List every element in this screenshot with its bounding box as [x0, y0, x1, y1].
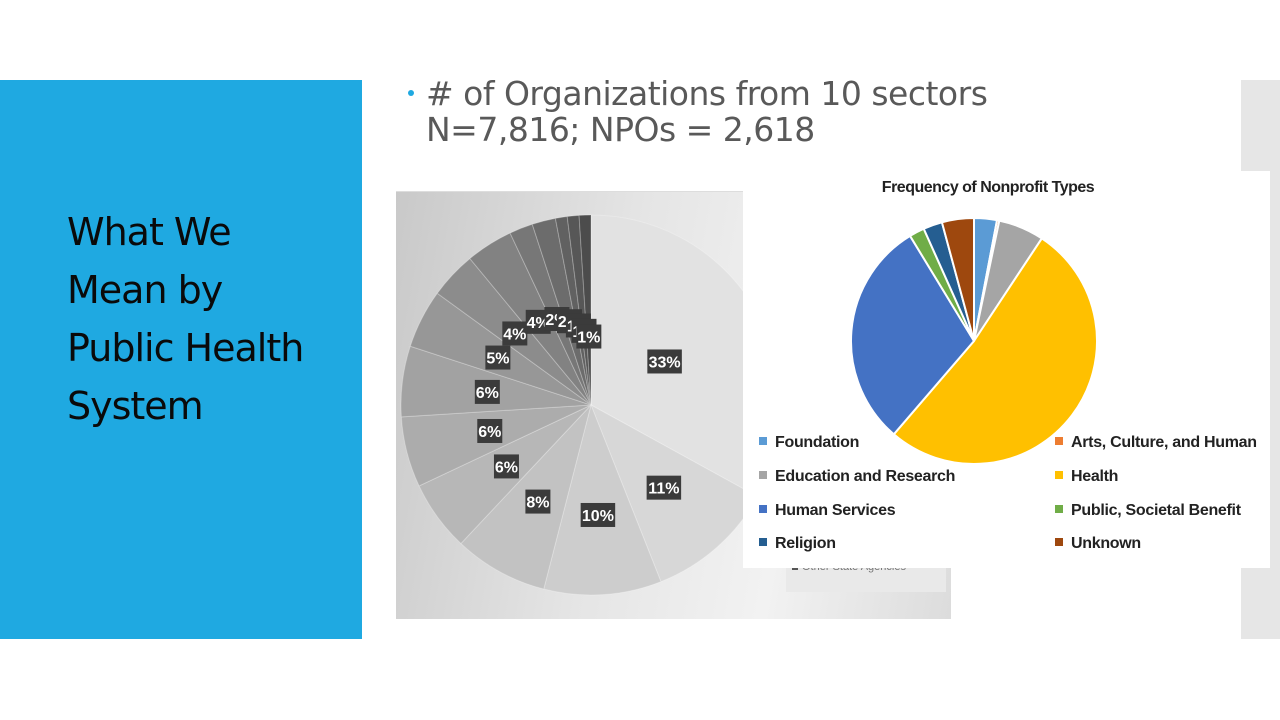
svg-text:6%: 6% [476, 385, 499, 402]
title-panel [0, 80, 362, 639]
legend-swatch-icon [1055, 538, 1063, 546]
legend-swatch-icon [759, 538, 767, 546]
legend-swatch-icon [759, 471, 767, 479]
title-line: What We [67, 210, 232, 254]
slide-title: What We Mean by Public Health System [67, 203, 357, 435]
legend-item-health: Health [1055, 468, 1118, 486]
nonprofit-pie-svg [850, 216, 1098, 465]
svg-text:33%: 33% [649, 354, 681, 371]
bullet-text: # of Organizations from 10 sectors N=7,8… [408, 74, 988, 149]
svg-text:8%: 8% [526, 495, 549, 512]
svg-text:11%: 11% [648, 481, 679, 498]
legend-item-education: Education and Research [759, 468, 955, 486]
svg-text:5%: 5% [486, 351, 509, 368]
svg-text:6%: 6% [478, 424, 501, 441]
data-label: 4% [502, 321, 528, 346]
bullet-dot-icon [408, 90, 414, 96]
nonprofit-pie-chart: Frequency of Nonprofit Types Foundation … [743, 171, 1270, 568]
legend-item-arts: Arts, Culture, and Human [1055, 434, 1257, 452]
pie-slice [400, 404, 592, 487]
legend-swatch-icon [759, 437, 767, 445]
data-label: 6% [493, 454, 519, 479]
pie-slice-unknown [940, 216, 975, 342]
title-line: System [67, 384, 204, 428]
legend-item-religion: Religion [759, 535, 836, 553]
legend-swatch-icon [1055, 471, 1063, 479]
legend-swatch-icon [1055, 505, 1063, 513]
data-label: 10% [580, 502, 616, 527]
legend-swatch-icon [759, 505, 767, 513]
chart-title: Frequency of Nonprofit Types [881, 179, 1095, 196]
svg-text:6%: 6% [495, 459, 518, 476]
pie-slice [578, 214, 592, 406]
data-label: 6% [474, 379, 500, 404]
pie-slice [543, 403, 662, 596]
legend-item-human-services: Human Services [759, 502, 896, 520]
pie-slice-health [892, 237, 1098, 465]
data-label: 6% [477, 418, 503, 443]
pie-slice-human-services [850, 234, 976, 436]
title-line: Mean by [67, 268, 223, 312]
sector-pie-svg: 33%11%10%8%6%6%6%5%4%4%2%2%1%1%1% [400, 214, 782, 596]
legend-swatch-icon [1055, 437, 1063, 445]
data-label: 8% [525, 489, 551, 514]
legend-item-unknown: Unknown [1055, 535, 1141, 553]
svg-text:10%: 10% [582, 508, 614, 525]
data-label: 5% [485, 345, 511, 370]
svg-text:1%: 1% [577, 330, 600, 347]
legend-item-foundation: Foundation [759, 434, 859, 452]
bullet-line: N=7,816; NPOs = 2,618 [426, 110, 815, 149]
svg-text:4%: 4% [503, 326, 526, 343]
data-label: 33% [647, 349, 682, 374]
data-label: 1% [576, 324, 602, 349]
bullet-line: # of Organizations from 10 sectors [426, 74, 988, 113]
data-label: 11% [646, 475, 682, 500]
title-line: Public Health [67, 326, 304, 370]
legend-item-public-benefit: Public, Societal Benefit [1055, 502, 1241, 520]
svg-text:4%: 4% [527, 315, 550, 332]
